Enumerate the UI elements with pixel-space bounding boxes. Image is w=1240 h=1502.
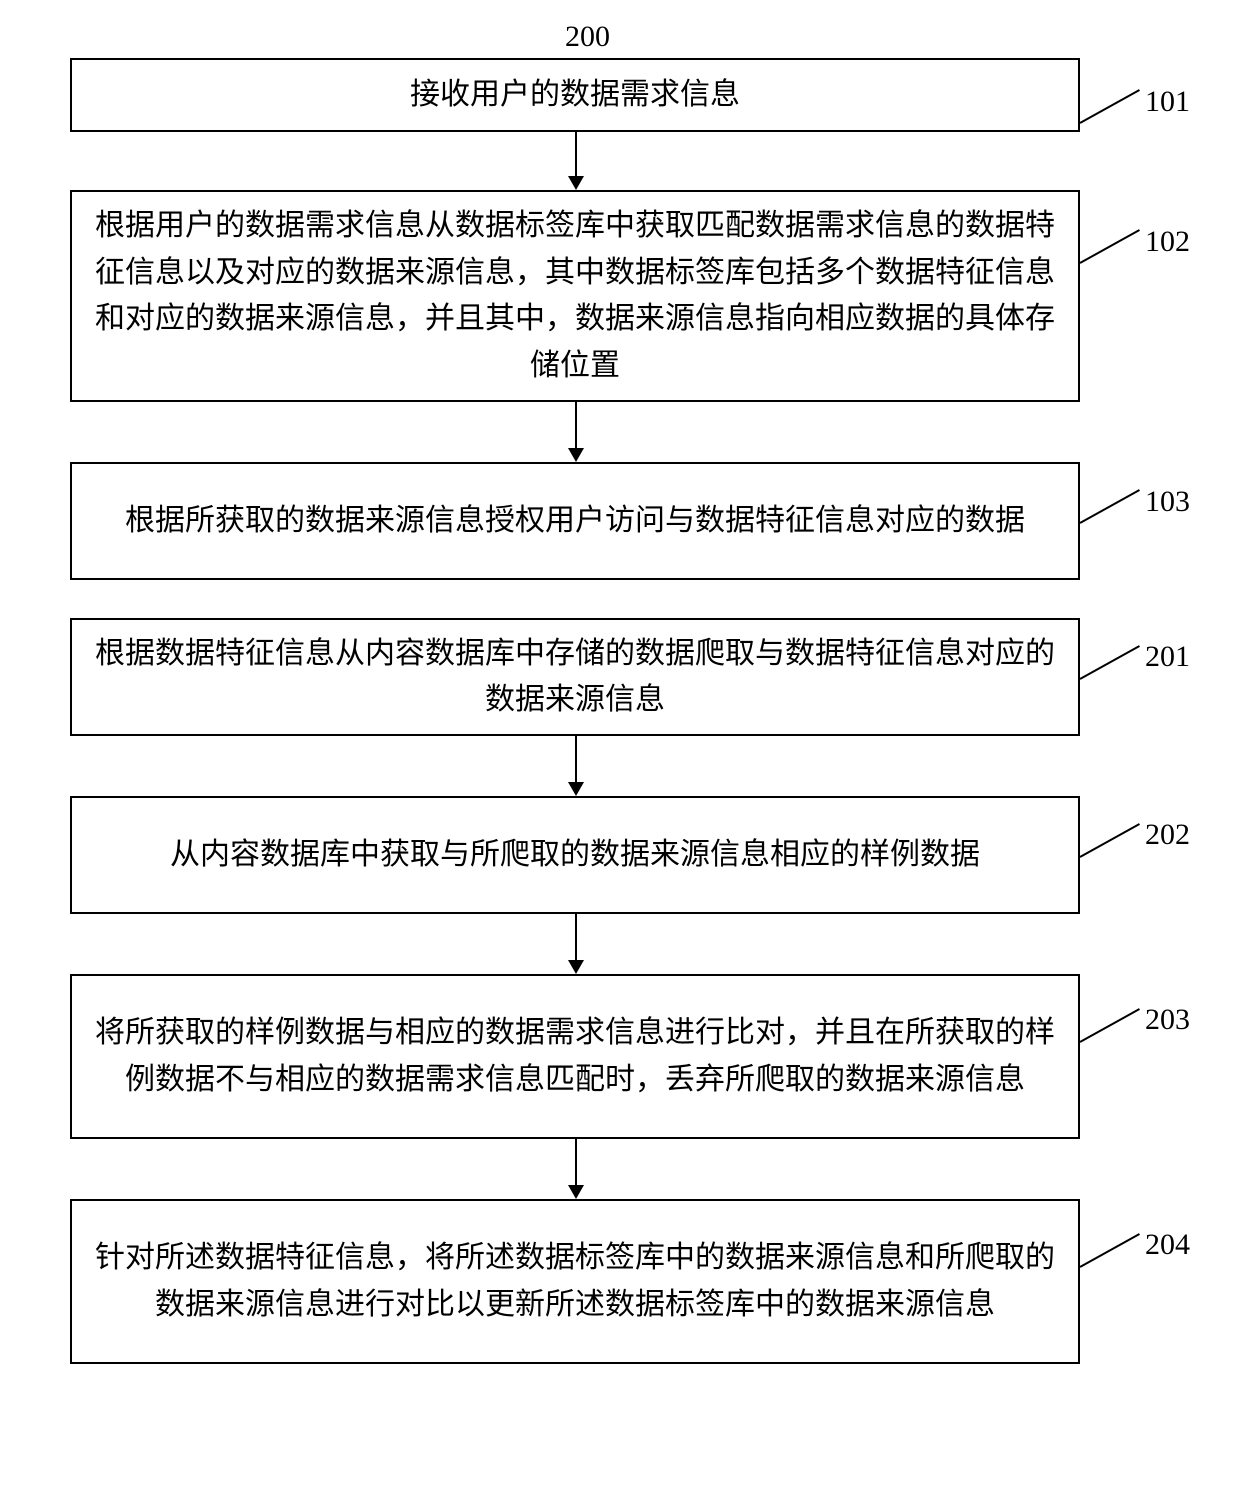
arrow-line [575,402,577,450]
arrow-head-icon [568,1185,584,1199]
flowchart-node: 接收用户的数据需求信息 [70,58,1080,132]
node-text: 接收用户的数据需求信息 [410,72,740,119]
flowchart-node: 从内容数据库中获取与所爬取的数据来源信息相应的样例数据 [70,796,1080,914]
leader-line [1080,823,1140,858]
arrow-line [575,736,577,784]
leader-line [1080,1008,1140,1043]
arrow-head-icon [568,176,584,190]
arrow-line [575,914,577,962]
node-text: 根据数据特征信息从内容数据库中存储的数据爬取与数据特征信息对应的数据来源信息 [92,631,1058,724]
node-label: 101 [1145,85,1190,119]
flowchart-node: 根据数据特征信息从内容数据库中存储的数据爬取与数据特征信息对应的数据来源信息 [70,618,1080,736]
diagram-title: 200 [565,20,610,54]
arrow-head-icon [568,782,584,796]
node-text: 将所获取的样例数据与相应的数据需求信息进行比对，并且在所获取的样例数据不与相应的… [92,1010,1058,1103]
node-label: 204 [1145,1228,1190,1262]
leader-line [1080,89,1140,124]
node-label: 203 [1145,1003,1190,1037]
node-label: 201 [1145,640,1190,674]
node-label: 202 [1145,818,1190,852]
leader-line [1080,1233,1140,1268]
leader-line [1080,489,1140,524]
flowchart-node: 根据用户的数据需求信息从数据标签库中获取匹配数据需求信息的数据特征信息以及对应的… [70,190,1080,402]
arrow-line [575,1139,577,1187]
node-label: 102 [1145,225,1190,259]
flowchart-canvas: 200 接收用户的数据需求信息 101 根据用户的数据需求信息从数据标签库中获取匹配数… [0,0,1240,1502]
flowchart-node: 将所获取的样例数据与相应的数据需求信息进行比对，并且在所获取的样例数据不与相应的… [70,974,1080,1139]
arrow-head-icon [568,448,584,462]
flowchart-node: 根据所获取的数据来源信息授权用户访问与数据特征信息对应的数据 [70,462,1080,580]
arrow-head-icon [568,960,584,974]
node-text: 根据所获取的数据来源信息授权用户访问与数据特征信息对应的数据 [125,498,1025,545]
arrow-line [575,132,577,178]
flowchart-node: 针对所述数据特征信息，将所述数据标签库中的数据来源信息和所爬取的数据来源信息进行… [70,1199,1080,1364]
node-label: 103 [1145,485,1190,519]
node-text: 从内容数据库中获取与所爬取的数据来源信息相应的样例数据 [170,832,980,879]
leader-line [1080,645,1140,680]
node-text: 针对所述数据特征信息，将所述数据标签库中的数据来源信息和所爬取的数据来源信息进行… [92,1235,1058,1328]
leader-line [1080,229,1140,264]
node-text: 根据用户的数据需求信息从数据标签库中获取匹配数据需求信息的数据特征信息以及对应的… [92,203,1058,389]
